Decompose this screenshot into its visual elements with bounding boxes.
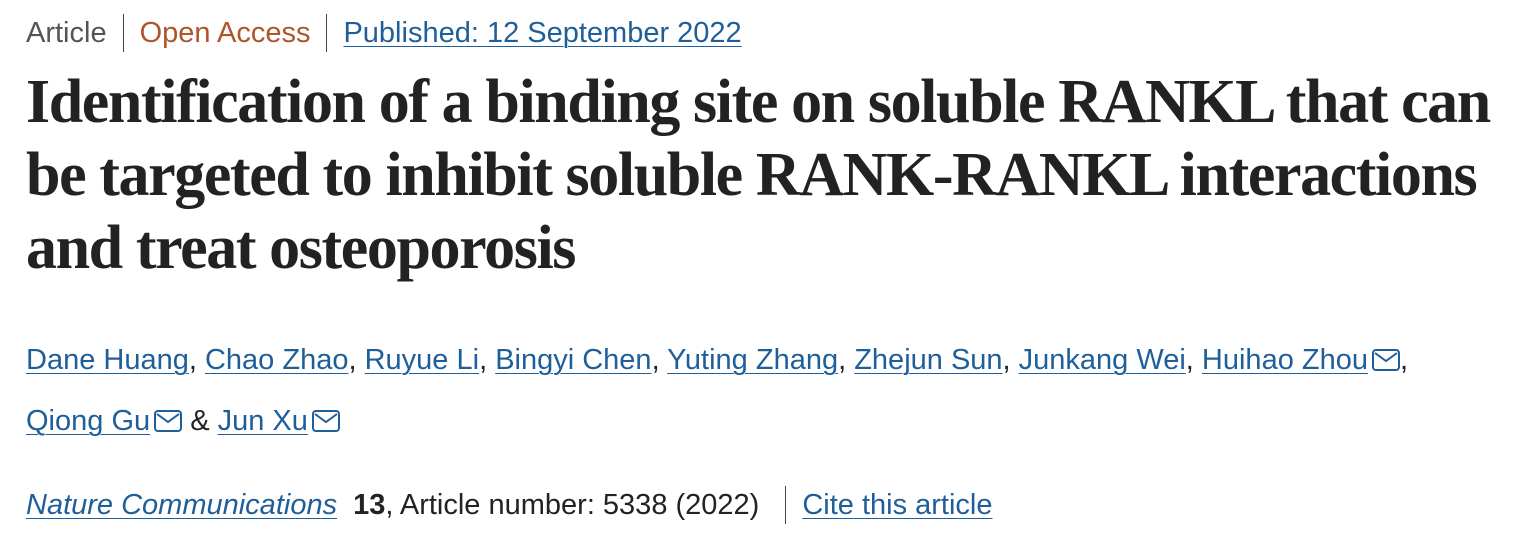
author: Huihao Zhou,	[1202, 344, 1408, 376]
author-separator: ,	[838, 344, 847, 376]
author-separator: ,	[479, 344, 488, 376]
author-link[interactable]: Ruyue Li	[364, 344, 480, 376]
citation-line: Nature Communications 13 , Article numbe…	[26, 484, 993, 526]
author-link[interactable]: Zhejun Sun	[854, 344, 1003, 376]
author: Zhejun Sun,	[854, 344, 1010, 376]
author-separator: ,	[188, 344, 197, 376]
volume: 13	[353, 489, 386, 521]
author-separator: ,	[1002, 344, 1011, 376]
author: Qiong Gu	[26, 405, 183, 437]
access-label: Open Access	[139, 17, 311, 49]
author-link[interactable]: Chao Zhao	[204, 344, 349, 376]
article-number: , Article number: 5338 (2022)	[385, 489, 760, 521]
author-list: Dane Huang, Chao Zhao, Ruyue Li, Bingyi …	[26, 330, 1526, 452]
author: Dane Huang,	[26, 344, 197, 376]
author: Jun Xu	[218, 405, 340, 437]
email-icon[interactable]	[311, 410, 340, 432]
author-link[interactable]: Bingyi Chen	[495, 344, 652, 376]
journal-link[interactable]: Nature Communications	[26, 489, 338, 521]
author: Bingyi Chen,	[495, 344, 659, 376]
divider	[785, 486, 787, 524]
author-link[interactable]: Qiong Gu	[26, 405, 151, 437]
author: Chao Zhao,	[205, 344, 357, 376]
author: Junkang Wei,	[1019, 344, 1194, 376]
divider	[122, 14, 124, 52]
author-conjunction: &	[190, 405, 210, 437]
article-type: Article	[26, 17, 107, 49]
author-separator: ,	[348, 344, 357, 376]
email-icon[interactable]	[1371, 349, 1400, 371]
author-separator: ,	[1399, 344, 1409, 376]
author: Yuting Zhang,	[667, 344, 846, 376]
published-date-link[interactable]: Published: 12 September 2022	[343, 17, 742, 49]
divider	[326, 14, 328, 52]
email-icon[interactable]	[154, 410, 183, 432]
author-separator: ,	[1185, 344, 1194, 376]
author-separator: ,	[651, 344, 660, 376]
author-link[interactable]: Junkang Wei	[1018, 344, 1186, 376]
author-link[interactable]: Huihao Zhou	[1201, 344, 1368, 376]
article-title: Identification of a binding site on solu…	[26, 68, 1491, 282]
author-link[interactable]: Yuting Zhang	[667, 344, 839, 376]
author-link[interactable]: Jun Xu	[217, 405, 308, 437]
article-meta: Article Open Access Published: 12 Septem…	[26, 12, 742, 54]
cite-link[interactable]: Cite this article	[802, 489, 993, 521]
author: Ruyue Li,	[365, 344, 488, 376]
author-link[interactable]: Dane Huang	[26, 344, 189, 376]
